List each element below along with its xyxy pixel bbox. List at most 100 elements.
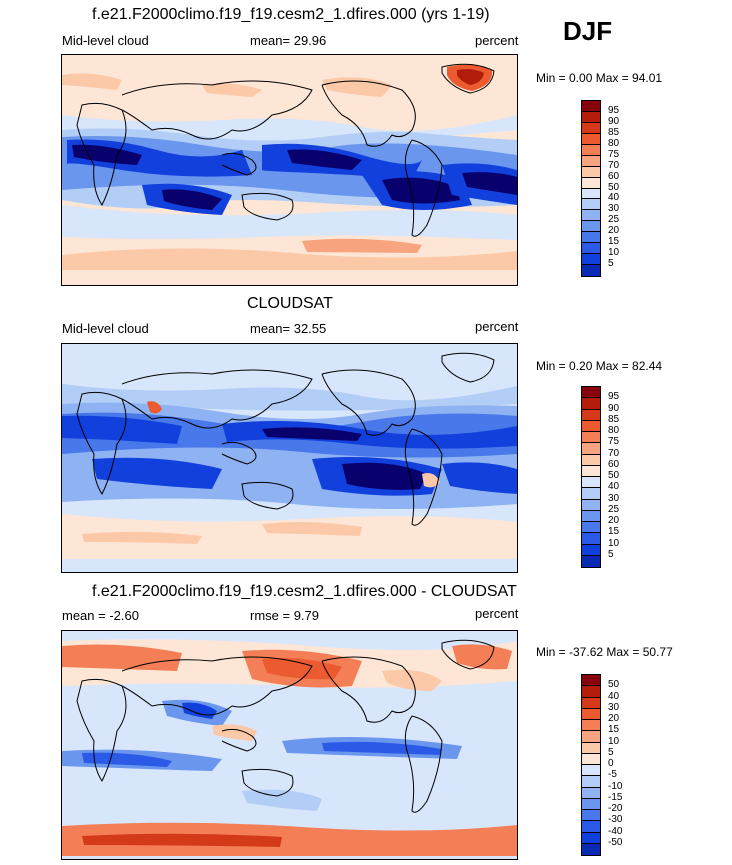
panel2-units: percent (475, 319, 519, 334)
panel3-minmax: Min = -37.62 Max = 50.77 (536, 645, 673, 659)
panel2-variable-label: Mid-level cloud (62, 321, 149, 336)
colorbar-swatch (582, 188, 600, 200)
colorbar-swatch (582, 210, 600, 222)
colorbar-swatch (582, 221, 600, 233)
colorbar-swatch (582, 265, 600, 276)
colorbar-swatch (582, 787, 600, 799)
colorbar-tick-label: 30 (608, 203, 620, 215)
colorbar-tick-label: 85 (608, 126, 620, 138)
colorbar-tick-label: 60 (608, 458, 620, 470)
colorbar-tick-label: 25 (608, 503, 620, 515)
panel1-map-svg (62, 55, 517, 285)
colorbar-swatch (582, 465, 600, 477)
panel3-title: f.e21.F2000climo.f19_f19.cesm2_1.dfires.… (92, 583, 517, 600)
colorbar-tick-label: 50 (608, 181, 620, 193)
colorbar-tick-label: 5 (608, 746, 614, 758)
colorbar-swatch (582, 776, 600, 788)
panel1-mean: mean= 29.96 (250, 33, 327, 48)
colorbar-tick-label: -50 (608, 836, 623, 848)
panel2-colorbar (581, 386, 601, 568)
colorbar-tick-label: 10 (608, 735, 620, 747)
colorbar-swatch (582, 686, 600, 698)
colorbar-tick-label: 40 (608, 192, 620, 204)
colorbar-swatch (582, 398, 600, 410)
colorbar-swatch (582, 387, 600, 399)
colorbar-swatch (582, 675, 600, 687)
colorbar-tick-label: 15 (608, 724, 620, 736)
colorbar-tick-label: 80 (608, 425, 620, 436)
colorbar-swatch (582, 111, 600, 123)
colorbar-swatch (582, 810, 600, 822)
panel1-colorbar (581, 100, 601, 277)
colorbar-tick-label: 50 (608, 679, 620, 691)
colorbar-tick-label: -10 (608, 780, 623, 792)
colorbar-swatch (582, 499, 600, 511)
colorbar-swatch (582, 166, 600, 178)
colorbar-tick-label: 70 (608, 159, 620, 171)
colorbar-tick-label: 20 (608, 225, 620, 237)
colorbar-tick-label: 40 (608, 481, 620, 493)
colorbar-tick-label: 40 (608, 690, 620, 702)
colorbar-tick-label: 75 (608, 148, 620, 160)
panel1-minmax: Min = 0.00 Max = 94.01 (536, 71, 663, 85)
colorbar-swatch (582, 720, 600, 732)
colorbar-tick-label: 30 (608, 701, 620, 713)
colorbar-swatch (582, 254, 600, 266)
panel2-map-svg (62, 344, 517, 572)
colorbar-swatch (582, 443, 600, 455)
panel1-variable-label: Mid-level cloud (62, 33, 149, 48)
panel2-mean: mean= 32.55 (250, 321, 327, 336)
panel3-mean: mean = -2.60 (62, 608, 139, 623)
colorbar-swatch (582, 798, 600, 810)
panel3-map-svg (62, 631, 517, 859)
colorbar-swatch (582, 522, 600, 534)
panel1-units: percent (475, 33, 519, 48)
colorbar-swatch (582, 821, 600, 833)
colorbar-swatch (582, 177, 600, 189)
colorbar-swatch (582, 454, 600, 466)
colorbar-tick-label: 5 (608, 548, 614, 560)
colorbar-tick-label: 95 (608, 104, 620, 116)
colorbar-swatch (582, 697, 600, 709)
colorbar-swatch (582, 420, 600, 432)
colorbar-swatch (582, 510, 600, 522)
colorbar-tick-label: 75 (608, 436, 620, 448)
colorbar-swatch (582, 708, 600, 720)
colorbar-tick-label: 15 (608, 526, 620, 538)
colorbar-swatch (582, 409, 600, 421)
colorbar-tick-label: 5 (608, 258, 614, 270)
colorbar-tick-label: 70 (608, 447, 620, 459)
panel2-minmax: Min = 0.20 Max = 82.44 (536, 359, 663, 373)
colorbar-tick-label: 20 (608, 713, 620, 724)
colorbar-swatch (582, 144, 600, 156)
colorbar-tick-label: 90 (608, 402, 620, 414)
colorbar-tick-label: 15 (608, 236, 620, 248)
colorbar-tick-label: 0 (608, 758, 614, 769)
colorbar-tick-label: 85 (608, 413, 620, 425)
colorbar-tick-label: -15 (608, 791, 623, 803)
colorbar-swatch (582, 753, 600, 765)
colorbar-swatch (582, 133, 600, 145)
colorbar-swatch (582, 243, 600, 255)
colorbar-swatch (582, 533, 600, 545)
colorbar-swatch (582, 544, 600, 556)
panel1-map (61, 54, 518, 286)
colorbar-tick-label: 95 (608, 391, 620, 403)
colorbar-swatch (582, 477, 600, 489)
colorbar-tick-label: -20 (608, 803, 623, 814)
colorbar-tick-label: 50 (608, 470, 620, 481)
colorbar-tick-label: 10 (608, 247, 620, 259)
panel2-title: CLOUDSAT (247, 295, 333, 312)
colorbar-swatch (582, 101, 600, 112)
colorbar-tick-label: -30 (608, 814, 623, 826)
season-label: DJF (563, 16, 613, 46)
panel3-map (61, 630, 518, 860)
colorbar-tick-label: 60 (608, 170, 620, 182)
colorbar-swatch (582, 432, 600, 444)
colorbar-tick-label: 20 (608, 515, 620, 526)
colorbar-tick-label: 25 (608, 214, 620, 226)
colorbar-swatch (582, 843, 600, 855)
colorbar-tick-label: 30 (608, 492, 620, 504)
panel3-rmse: rmse = 9.79 (250, 608, 320, 623)
colorbar-swatch (582, 765, 600, 777)
